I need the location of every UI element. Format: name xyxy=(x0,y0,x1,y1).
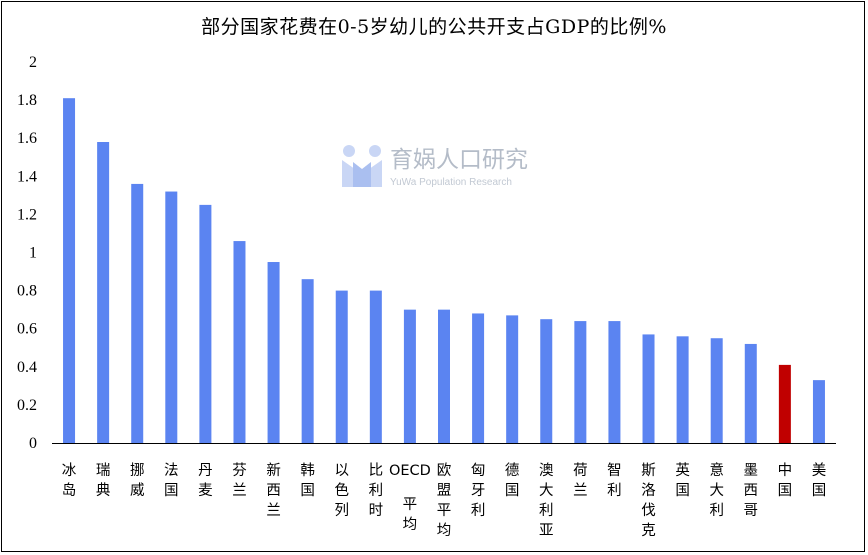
x-tick-label: 丹麦 xyxy=(198,463,213,499)
bars xyxy=(63,98,825,444)
y-tick-label: 0.2 xyxy=(17,397,37,414)
bar-冰岛 xyxy=(63,98,76,443)
x-tick-label: 英国 xyxy=(675,461,690,499)
bar-斯洛伐克 xyxy=(642,334,655,443)
watermark-en: YuWa Population Research xyxy=(390,177,512,188)
x-tick-label: 墨西哥 xyxy=(744,463,759,519)
x-tick-label: 冰岛 xyxy=(62,462,77,499)
y-tick-label: 2 xyxy=(29,54,37,71)
chart-title: 部分国家花费在0-5岁幼儿的公共开支占GDP的比例% xyxy=(201,16,667,38)
x-tick-label: 挪威 xyxy=(130,462,145,499)
x-tick-label: 斯洛伐克 xyxy=(641,462,656,539)
bar-中国 xyxy=(778,364,791,443)
x-tick-label: 匈牙利 xyxy=(471,462,486,519)
y-tick-label: 1.6 xyxy=(17,130,37,147)
bar-澳大利亚 xyxy=(540,319,553,443)
x-tick-label: 比利时 xyxy=(369,462,384,519)
bar-比利时 xyxy=(369,290,382,443)
bar-德国 xyxy=(506,315,519,443)
bar-以色列 xyxy=(335,290,348,443)
x-tick-label: 法国 xyxy=(164,462,179,499)
bar-芬兰 xyxy=(233,241,246,443)
x-tick-label: 中国 xyxy=(778,462,793,499)
x-tick-label: 德国 xyxy=(505,462,520,499)
bar-瑞典 xyxy=(97,142,110,443)
x-tick-label: 芬兰 xyxy=(232,462,247,499)
x-tick-label: 新西兰 xyxy=(266,462,281,519)
y-axis: 0 0.2 0.4 0.6 0.8 1 1.2 1.4 1.6 1.8 2 xyxy=(17,54,37,452)
watermark: 育娲人口研究 YuWa Population Research xyxy=(342,145,528,188)
x-tick-label: 意大利 xyxy=(709,461,724,519)
bar-美国 xyxy=(812,380,825,443)
bar-智利 xyxy=(608,321,621,443)
watermark-cn: 育娲人口研究 xyxy=(390,147,528,173)
y-tick-label: 0.6 xyxy=(17,321,37,338)
y-tick-label: 1.4 xyxy=(17,168,37,185)
x-tick-label: 澳大利亚 xyxy=(539,462,554,539)
bar-英国 xyxy=(676,336,689,443)
bar-oecd-平均 xyxy=(403,309,416,443)
yuwa-logo-icon xyxy=(342,145,382,187)
x-tick-label: 荷兰 xyxy=(573,462,588,499)
y-tick-label: 1 xyxy=(29,245,37,262)
x-tick-label: 韩国 xyxy=(300,462,315,499)
bar-挪威 xyxy=(131,183,144,444)
bar-韩国 xyxy=(301,279,314,443)
bar-荷兰 xyxy=(574,321,587,443)
bar-匈牙利 xyxy=(472,313,485,443)
x-tick-label: 智利 xyxy=(607,462,622,499)
bar-新西兰 xyxy=(267,262,280,443)
y-tick-label: 1.2 xyxy=(17,206,37,223)
y-tick-label: 0.8 xyxy=(17,283,37,300)
x-tick-label: OECD 平均 xyxy=(389,463,431,533)
bar-墨西哥 xyxy=(744,343,757,443)
x-tick-label: 以色列 xyxy=(334,463,349,519)
bar-法国 xyxy=(165,191,178,443)
bar-丹麦 xyxy=(199,204,212,444)
y-tick-label: 0 xyxy=(29,435,37,452)
bar-欧盟平均 xyxy=(438,309,450,443)
x-tick-label: 欧盟平均 xyxy=(437,462,452,539)
x-tick-label: 瑞典 xyxy=(96,462,111,499)
bar-意大利 xyxy=(710,338,723,443)
x-tick-label: 美国 xyxy=(812,462,827,499)
y-tick-label: 0.4 xyxy=(17,359,37,376)
y-tick-label: 1.8 xyxy=(17,92,37,109)
